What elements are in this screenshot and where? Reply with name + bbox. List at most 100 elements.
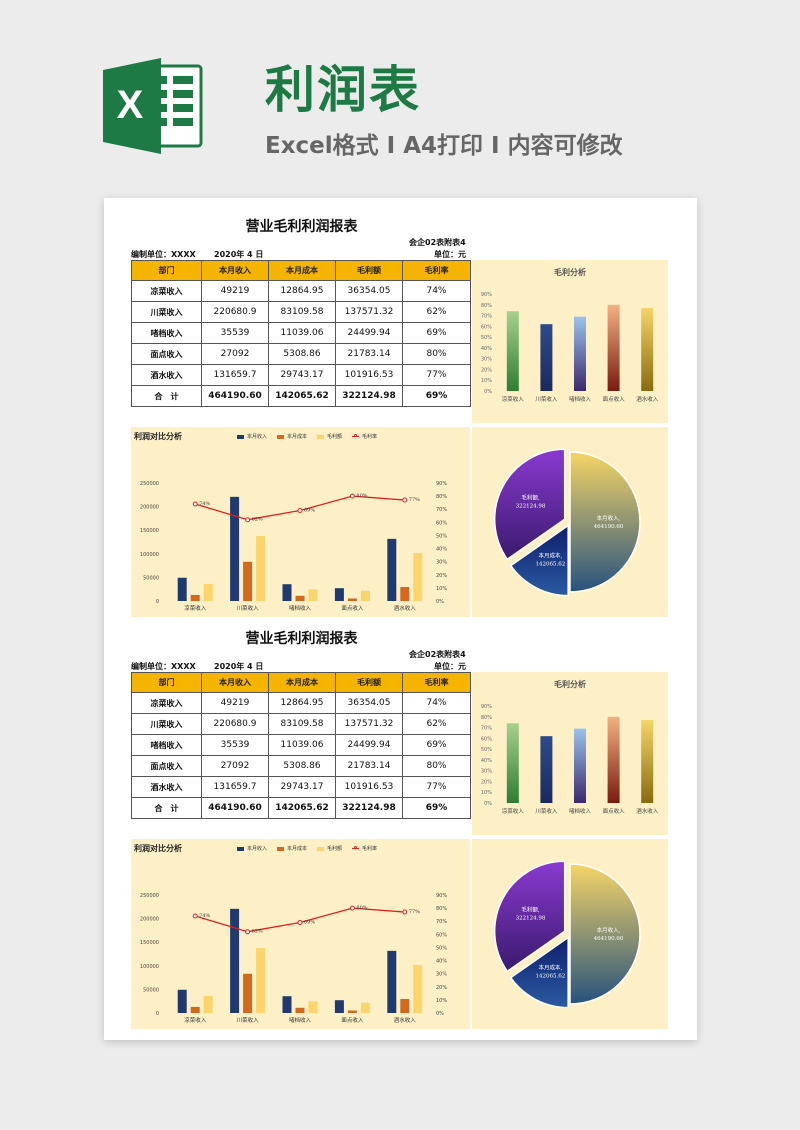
- y2-tick-label: 60%: [436, 932, 447, 938]
- table-row: 酒水收入 131659.7 29743.17 101916.53 77%: [131, 776, 471, 798]
- value-cell: 21783.14: [335, 755, 403, 777]
- y2-tick-label: 40%: [436, 959, 447, 965]
- y-tick-label: 60%: [481, 736, 492, 742]
- y2-tick-label: 30%: [436, 560, 447, 566]
- column-header: 部门: [131, 672, 202, 693]
- line-point: [349, 493, 355, 499]
- line-point: [402, 909, 408, 915]
- combo-bar: [400, 586, 410, 601]
- report-code: 会企02表附表4: [409, 238, 466, 247]
- value-cell: 220680.9: [201, 301, 269, 323]
- combo-bar: [387, 538, 397, 601]
- value-cell: 29743.17: [268, 364, 336, 386]
- report-sheet-2: 营业毛利利润报表 会企02表附表4 编制单位：XXXX 2020年 4 日 单位…: [104, 628, 697, 1033]
- y-tick-label: 200000: [140, 917, 159, 923]
- dept-cell: 啫档收入: [131, 734, 202, 756]
- combo-legend: 本月收入 本月成本 毛利额 毛利率: [237, 845, 377, 852]
- column-header: 毛利率: [402, 672, 471, 693]
- bar-chart-title: 毛利分析: [554, 680, 586, 689]
- combo-bar: [243, 973, 253, 1013]
- combo-bar: [230, 496, 240, 601]
- combo-bar: [295, 1007, 305, 1013]
- x-tick-label: 川菜收入: [535, 395, 558, 403]
- value-cell: 24499.94: [335, 322, 403, 344]
- value-cell: 35539: [201, 322, 269, 344]
- y-tick-label: 20%: [481, 779, 492, 785]
- combo-bar: [295, 595, 305, 601]
- line-point: [297, 508, 303, 514]
- y-tick-label: 10%: [481, 378, 492, 384]
- y2-tick-label: 50%: [436, 945, 447, 951]
- profit-combo-chart: 0 50000 100000 150000 200000 250000 0% 10% 20% 30…: [131, 839, 470, 1029]
- value-cell: 21783.14: [335, 343, 403, 365]
- value-cell: 69%: [402, 734, 471, 756]
- value-cell: 12864.95: [268, 692, 336, 714]
- dept-cell: 酒水收入: [131, 776, 202, 798]
- value-cell: 36354.05: [335, 280, 403, 302]
- report-date: 2020年 4 日: [214, 662, 264, 671]
- value-cell: 35539: [201, 734, 269, 756]
- value-cell: 80%: [402, 755, 471, 777]
- value-cell: 77%: [402, 364, 471, 386]
- y-tick-label: 80%: [481, 715, 492, 721]
- margin-line: [195, 495, 405, 521]
- excel-logo-icon: X: [103, 58, 203, 154]
- line-data-label: 74%: [199, 501, 210, 507]
- combo-bar: [177, 989, 187, 1013]
- value-cell: 220680.9: [201, 713, 269, 735]
- pie-label: 毛利额,: [521, 905, 540, 913]
- x-tick-label: 面点收入: [603, 807, 626, 815]
- value-cell: 29743.17: [268, 776, 336, 798]
- value-cell: 49219: [201, 280, 269, 302]
- pie-slice: [569, 863, 641, 1005]
- line-data-label: 69%: [304, 920, 315, 926]
- y-tick-label: 200000: [140, 505, 159, 511]
- pie-slice: [509, 524, 569, 597]
- margin-bar: [540, 736, 553, 803]
- y-tick-label: 70%: [481, 314, 492, 320]
- y-tick-label: 60%: [481, 324, 492, 330]
- dept-cell: 酒水收入: [131, 364, 202, 386]
- y-tick-label: 0%: [484, 801, 492, 807]
- table-row: 酒水收入 131659.7 29743.17 101916.53 77%: [131, 364, 471, 386]
- table-header-row: 部门 本月收入 本月成本 毛利额 毛利率: [131, 672, 471, 693]
- x-tick-label: 面点收入: [603, 395, 626, 403]
- legend-item: 本月收入: [237, 845, 267, 852]
- y2-tick-label: 60%: [436, 520, 447, 526]
- y2-tick-label: 10%: [436, 998, 447, 1004]
- margin-bar: [574, 316, 586, 391]
- pie-value-label: 142065.62: [535, 562, 565, 568]
- table-row: 啫档收入 35539 11039.06 24499.94 69%: [131, 322, 471, 344]
- margin-bar: [607, 716, 620, 803]
- line-point: [297, 920, 303, 926]
- value-cell: 137571.32: [335, 301, 403, 323]
- org-label: 编制单位：XXXX: [131, 250, 196, 259]
- pie-value-label: 464190.60: [594, 524, 624, 530]
- combo-bar: [334, 1000, 344, 1013]
- total-row: 合 计 464190.60 142065.62 322124.98 69%: [131, 385, 471, 407]
- value-cell: 77%: [402, 776, 471, 798]
- dept-cell: 面点收入: [131, 343, 202, 365]
- combo-bar: [203, 995, 213, 1013]
- combo-legend: 本月收入 本月成本 毛利额 毛利率: [237, 433, 377, 440]
- dept-cell: 啫档收入: [131, 322, 202, 344]
- org-label: 编制单位：XXXX: [131, 662, 196, 671]
- value-cell: 5308.86: [268, 755, 336, 777]
- x-tick-label: 凉菜收入: [184, 1016, 207, 1024]
- value-cell: 69%: [402, 797, 471, 819]
- table-row: 啫档收入 35539 11039.06 24499.94 69%: [131, 734, 471, 756]
- y-tick-label: 40%: [481, 346, 492, 352]
- pie-label: 本月收入,: [597, 926, 621, 934]
- value-cell: 62%: [402, 301, 471, 323]
- pie-label: 本月成本,: [538, 964, 562, 972]
- column-header: 毛利率: [402, 260, 471, 281]
- pie-label: 本月成本,: [538, 552, 562, 560]
- legend-item: 毛利率: [352, 845, 377, 852]
- x-tick-label: 川菜收入: [237, 1016, 260, 1024]
- y-tick-label: 50%: [481, 747, 492, 753]
- y2-tick-label: 80%: [436, 494, 447, 500]
- combo-bar: [387, 950, 397, 1013]
- combo-bar: [413, 964, 423, 1013]
- combo-bar: [243, 561, 253, 601]
- report-title: 营业毛利利润报表: [245, 631, 358, 647]
